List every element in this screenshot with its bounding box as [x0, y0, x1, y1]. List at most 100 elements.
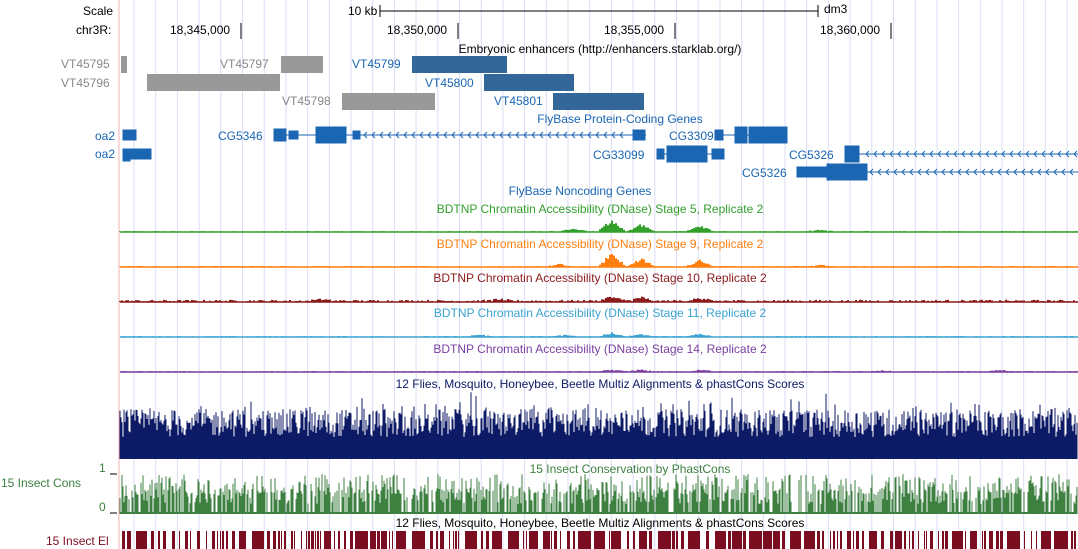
enhancer-vt45796[interactable] [147, 74, 280, 91]
conserved-element[interactable] [324, 531, 331, 549]
noncoding-track-title[interactable]: FlyBase Noncoding Genes [508, 184, 652, 198]
conserved-element[interactable] [217, 531, 218, 549]
conserved-element[interactable] [294, 531, 295, 549]
enhancer-label-vt45801[interactable]: VT45801 [494, 94, 543, 108]
conserved-element[interactable] [440, 531, 444, 549]
conserved-element[interactable] [355, 531, 368, 549]
conserved-element[interactable] [904, 531, 906, 549]
conserved-element[interactable] [317, 531, 319, 549]
gene-cg5326-1[interactable] [844, 145, 1078, 163]
conserved-element[interactable] [912, 531, 914, 549]
conserved-element[interactable] [822, 531, 824, 549]
conserved-element[interactable] [291, 531, 293, 549]
enhancer-vt45800[interactable] [484, 74, 574, 91]
conserved-element[interactable] [252, 531, 264, 549]
gene-label-oa2-2[interactable]: oa2 [95, 147, 116, 161]
conserved-element[interactable] [273, 531, 276, 549]
conserved-element[interactable] [284, 531, 286, 549]
conserved-elements-track[interactable] [122, 531, 1076, 549]
gene-cg5346[interactable] [273, 126, 646, 144]
dnase-stage9-title[interactable]: BDTNP Chromatin Accessibility (DNase) St… [436, 237, 764, 251]
elements-track-title[interactable]: 12 Flies, Mosquito, Honeybee, Beetle Mul… [395, 516, 805, 530]
conserved-element[interactable] [151, 531, 154, 549]
conserved-element[interactable] [179, 531, 180, 549]
conserved-element[interactable] [728, 531, 731, 549]
conserved-element[interactable] [982, 531, 983, 549]
conserved-element[interactable] [551, 531, 552, 549]
conserved-element[interactable] [308, 531, 310, 549]
conserved-element[interactable] [627, 531, 629, 549]
conserved-element[interactable] [743, 531, 746, 549]
phastcons-side-label[interactable]: 15 Insect Cons [1, 476, 82, 490]
conserved-element[interactable] [172, 531, 175, 549]
conserved-element[interactable] [672, 531, 675, 549]
dnase-track-2[interactable] [119, 254, 1078, 268]
dnase-track-1[interactable] [119, 220, 1078, 233]
conserved-element[interactable] [715, 531, 726, 549]
gene-label-oa2-1[interactable]: oa2 [95, 129, 116, 143]
conserved-element[interactable] [315, 531, 316, 549]
conserved-element[interactable] [945, 531, 948, 549]
conserved-element[interactable] [676, 531, 678, 549]
conserved-element[interactable] [895, 531, 902, 549]
conserved-element[interactable] [381, 531, 387, 549]
enhancer-vt45795[interactable] [121, 56, 127, 73]
genes-track[interactable] [122, 126, 1078, 181]
conserved-element[interactable] [633, 531, 635, 549]
elements-side-label[interactable]: 15 Insect El [46, 534, 109, 548]
conserved-element[interactable] [970, 531, 977, 549]
enhancer-label-vt45796[interactable]: VT45796 [61, 76, 110, 90]
conserved-element[interactable] [862, 531, 864, 549]
conserved-element[interactable] [212, 531, 215, 549]
conserved-element[interactable] [396, 531, 406, 549]
conserved-element[interactable] [306, 531, 307, 549]
enhancer-label-vt45795[interactable]: VT45795 [61, 57, 110, 71]
conserved-element[interactable] [301, 531, 302, 549]
conserved-element[interactable] [334, 531, 335, 549]
conserved-element[interactable] [222, 531, 224, 549]
conserved-element[interactable] [869, 531, 877, 549]
dnase-stage14-title[interactable]: BDTNP Chromatin Accessibility (DNase) St… [433, 342, 767, 356]
conserved-element[interactable] [681, 531, 684, 549]
gene-label-cg33099[interactable]: CG33099 [593, 148, 645, 162]
enhancers-track[interactable] [121, 56, 644, 110]
conserved-element[interactable] [926, 531, 927, 549]
conserved-element[interactable] [840, 531, 842, 549]
dnase-tracks[interactable] [119, 220, 1078, 373]
dnase-track-4[interactable] [120, 332, 1078, 338]
conserved-element[interactable] [578, 531, 591, 549]
conserved-element[interactable] [436, 531, 438, 549]
dnase-track-5[interactable] [120, 369, 1078, 373]
conserved-element[interactable] [377, 531, 380, 549]
conserved-element[interactable] [830, 531, 831, 549]
conserved-element[interactable] [508, 531, 519, 549]
conserved-element[interactable] [1024, 531, 1025, 549]
conserved-element[interactable] [924, 531, 925, 549]
conserved-element[interactable] [163, 531, 166, 549]
gene-label-cg5346[interactable]: CG5346 [218, 129, 263, 143]
conserved-element[interactable] [185, 531, 188, 549]
conserved-element[interactable] [706, 531, 709, 549]
enhancer-vt45797[interactable] [281, 56, 323, 73]
conserved-element[interactable] [763, 531, 772, 549]
conserved-element[interactable] [197, 531, 200, 549]
dnase-stage5-title[interactable]: BDTNP Chromatin Accessibility (DNase) St… [436, 202, 764, 216]
enhancer-label-vt45797[interactable]: VT45797 [220, 57, 269, 71]
enhancer-vt45799[interactable] [412, 56, 507, 73]
enhancer-label-vt45798[interactable]: VT45798 [282, 94, 331, 108]
conserved-element[interactable] [338, 531, 340, 549]
conserved-element[interactable] [649, 531, 652, 549]
conserved-element[interactable] [560, 531, 561, 549]
conserved-element[interactable] [890, 531, 893, 549]
conserved-element[interactable] [554, 531, 557, 549]
conserved-element[interactable] [1074, 531, 1076, 549]
conserved-element[interactable] [412, 531, 425, 549]
conserved-element[interactable] [782, 531, 785, 549]
conserved-element[interactable] [127, 531, 131, 549]
conserved-element[interactable] [449, 531, 450, 549]
conserved-element[interactable] [965, 531, 966, 549]
conserved-element[interactable] [430, 531, 433, 549]
conserved-element[interactable] [837, 531, 838, 549]
conserved-element[interactable] [996, 531, 999, 549]
